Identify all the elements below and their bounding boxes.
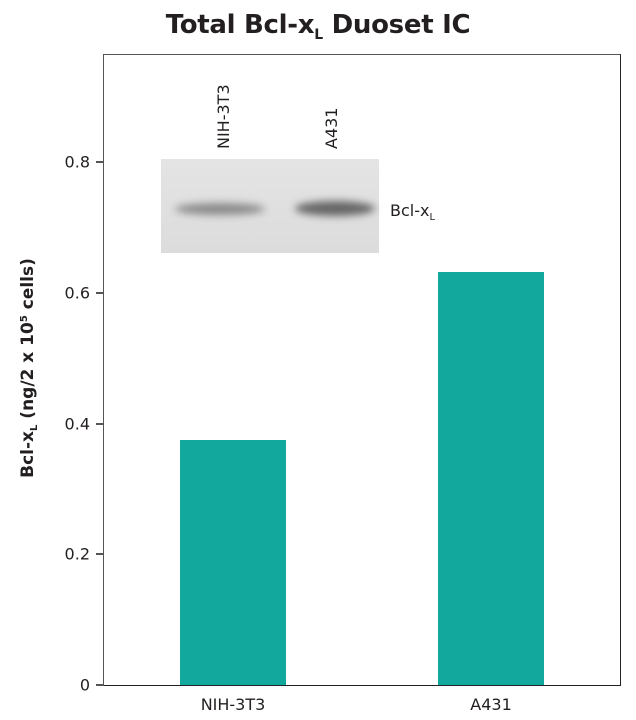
y-tick-label: 0.8 [64,152,90,172]
x-tick-label: A431 [470,695,512,714]
title-rest: Duoset IC [322,10,471,40]
title-subscript: L [314,27,323,43]
y-tick-label: 0.2 [64,544,90,564]
bar-a431 [438,271,544,685]
blot-band-label: Bcl-xL [390,201,435,223]
y-tick-0.8 [96,161,104,163]
western-blot-inset [161,159,379,253]
x-tick-label: NIH-3T3 [200,695,266,714]
blot-band-a431 [295,201,375,216]
y-tick-0.6 [96,292,104,294]
y-label-sup: 5 [19,315,30,323]
y-label-sub: L [29,424,40,431]
y-tick-0.4 [96,423,104,425]
plot-frame [103,54,621,686]
y-tick-label: 0.6 [64,283,90,303]
blot-lane-label: A431 [322,107,341,149]
y-label-end: cells) [18,258,38,316]
y-tick-0.2 [96,553,104,555]
y-tick-0 [96,684,104,686]
blot-label-sub: L [429,212,436,223]
y-label-mid: (ng/2 x 10 [18,322,38,425]
blot-band-nih-3t3 [175,203,265,215]
title-main: Total Bcl-x [165,10,315,40]
y-tick-label: 0 [79,675,90,695]
y-tick-label: 0.4 [64,414,90,434]
y-label-main: Bcl-x [18,431,38,478]
blot-label-main: Bcl-x [390,201,430,220]
bar-nih-3t3 [180,439,286,685]
chart-title: Total Bcl-xL Duoset IC [0,10,636,43]
y-axis-label: Bcl-xL (ng/2 x 105 cells) [18,258,40,478]
blot-lane-label: NIH-3T3 [214,84,233,149]
